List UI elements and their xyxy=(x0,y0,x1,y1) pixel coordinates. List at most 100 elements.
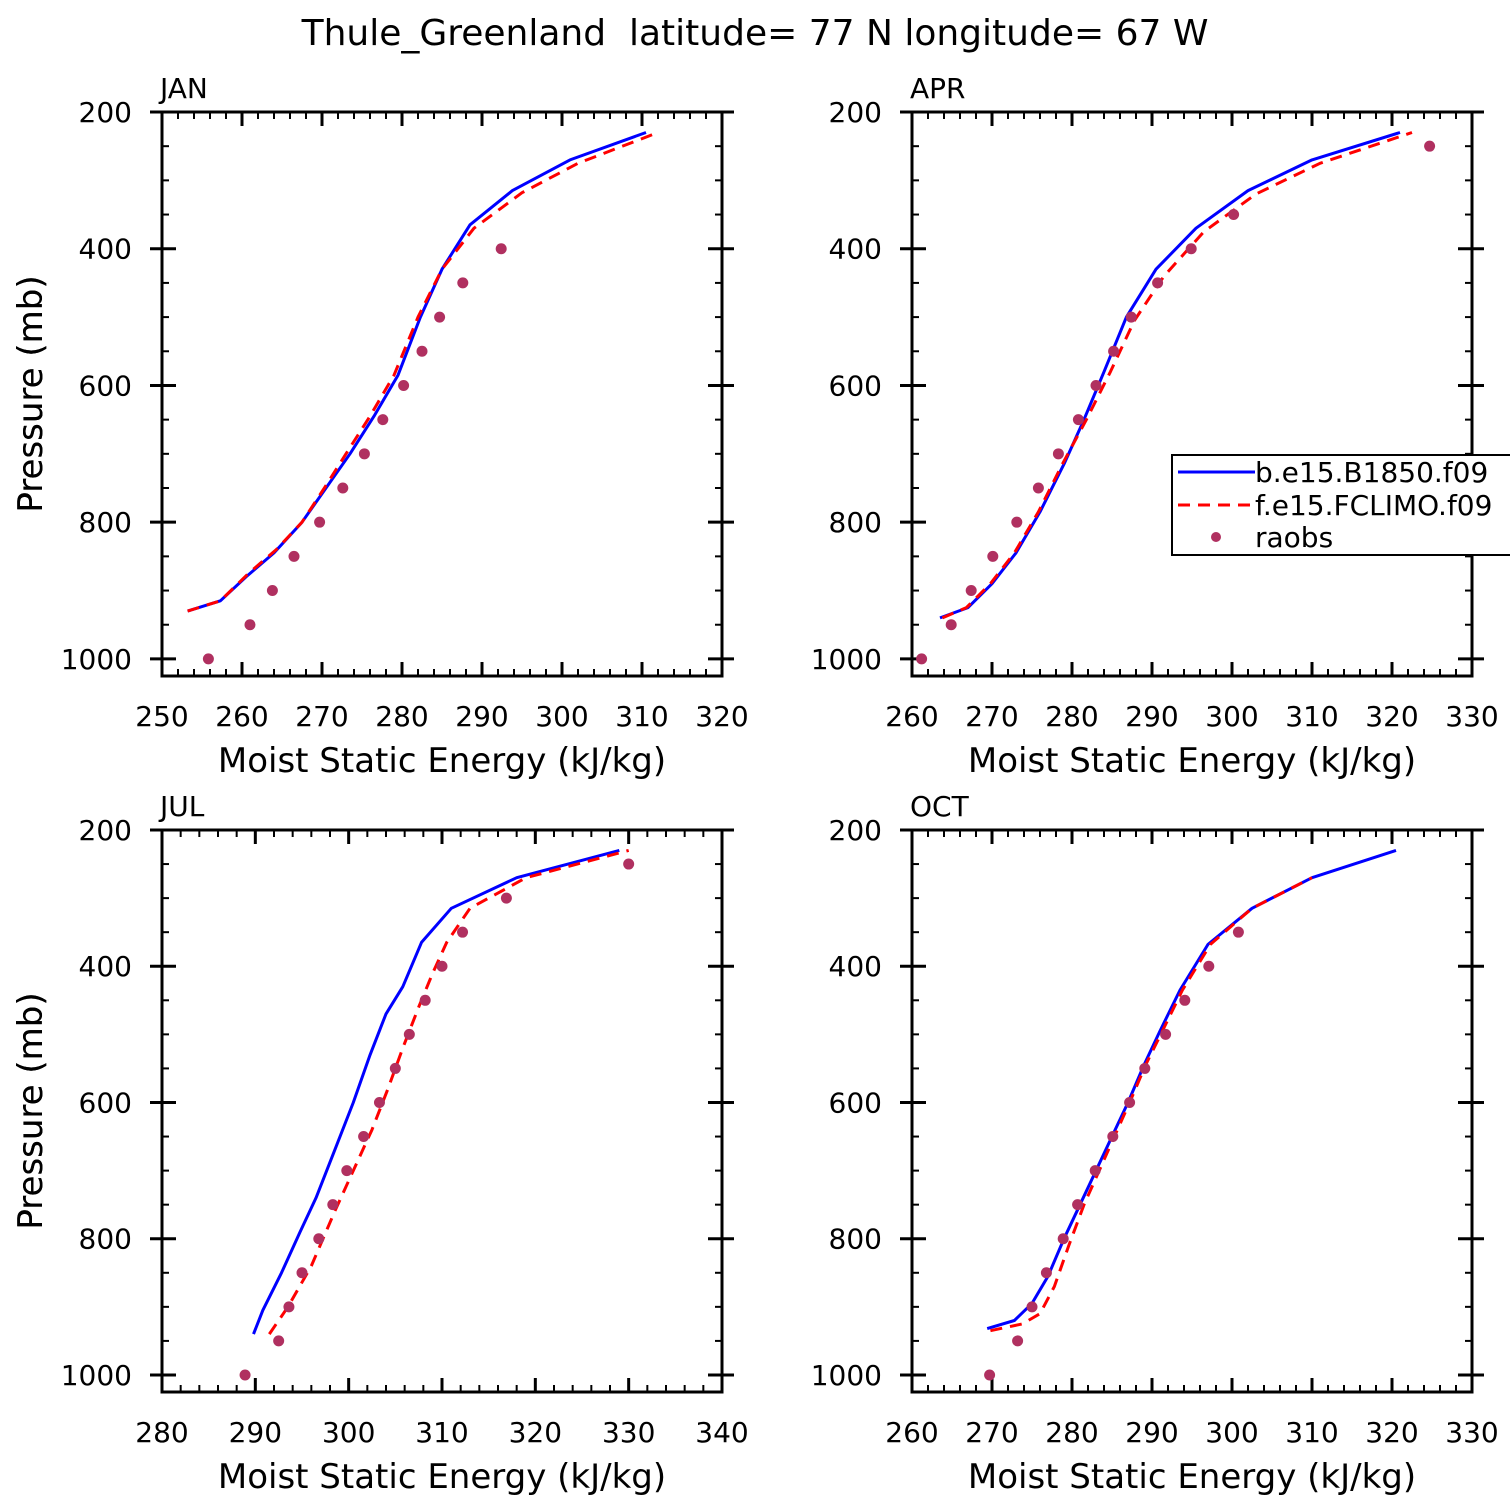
raobs-point xyxy=(1072,414,1084,426)
raobs-point xyxy=(1057,1233,1069,1245)
x-tick-label: 260 xyxy=(215,700,268,733)
raobs-point xyxy=(416,345,428,357)
raobs-point xyxy=(987,550,999,562)
x-tick-label: 310 xyxy=(415,1416,468,1449)
x-tick-label: 270 xyxy=(965,700,1018,733)
raobs-point xyxy=(1032,482,1044,494)
x-axis-label: Moist Static Energy (kJ/kg) xyxy=(968,1457,1416,1497)
series-group-apr xyxy=(916,131,1436,665)
x-tick-label: 270 xyxy=(965,1416,1018,1449)
y-tick-label: 200 xyxy=(79,814,132,847)
raobs-point xyxy=(403,1028,415,1040)
plot-frame xyxy=(910,828,1474,1394)
y-axis-label: Pressure (mb) xyxy=(11,275,51,512)
raobs-point xyxy=(1090,379,1102,391)
x-axis-label: Moist Static Energy (kJ/kg) xyxy=(968,741,1416,781)
x-tick-label: 310 xyxy=(1285,700,1338,733)
raobs-point xyxy=(373,1096,385,1108)
raobs-point xyxy=(288,550,300,562)
y-tick-label: 1000 xyxy=(811,643,882,676)
raobs-point xyxy=(1011,516,1023,528)
y-tick-label: 200 xyxy=(829,814,882,847)
y-tick-label: 600 xyxy=(79,369,132,402)
y-axis-label: Pressure (mb) xyxy=(11,992,51,1229)
y-tick-label: 200 xyxy=(79,96,132,129)
x-tick-label: 280 xyxy=(375,700,428,733)
x-tick-label: 320 xyxy=(509,1416,562,1449)
raobs-point xyxy=(273,1335,285,1347)
raobs-point xyxy=(358,1131,370,1143)
y-axis-label: Pressure (mb) xyxy=(11,992,51,1229)
legend-label-model1: b.e15.B1850.f09 xyxy=(1255,456,1488,489)
series-line-fclimo xyxy=(990,876,1313,1333)
raobs-point xyxy=(266,585,278,597)
plot-frame xyxy=(160,828,724,1394)
x-tick-label: 280 xyxy=(135,1416,188,1449)
raobs-point xyxy=(419,994,431,1006)
x-tick-label: 260 xyxy=(885,700,938,733)
raobs-point xyxy=(965,585,977,597)
legend-label-obs: raobs xyxy=(1255,521,1333,554)
x-tick-label: 310 xyxy=(615,700,668,733)
x-tick-label: 310 xyxy=(1285,1416,1338,1449)
x-tick-label: 300 xyxy=(322,1416,375,1449)
raobs-point xyxy=(1089,1165,1101,1177)
raobs-point xyxy=(457,926,469,938)
raobs-point xyxy=(984,1369,996,1381)
raobs-point xyxy=(1139,1062,1151,1074)
raobs-point xyxy=(495,243,507,255)
raobs-point xyxy=(1228,209,1240,221)
raobs-point xyxy=(1107,1131,1119,1143)
x-tick-label: 280 xyxy=(1045,700,1098,733)
y-tick-label: 1000 xyxy=(61,1359,132,1392)
x-tick-label: 300 xyxy=(1205,700,1258,733)
x-tick-label: 330 xyxy=(602,1416,655,1449)
raobs-point xyxy=(1040,1267,1052,1279)
y-tick-label: 1000 xyxy=(61,643,132,676)
series-line-fclimo xyxy=(268,848,630,1335)
panel-oct: 260 270 280 290 300 310 320 330 200 400 600 800 1000… xyxy=(11,790,1499,1497)
x-tick-label: 250 xyxy=(135,700,188,733)
series-line-fclimo xyxy=(941,131,1413,620)
x-tick-label: 290 xyxy=(229,1416,282,1449)
panel-jan: 250 260 270 280 290 300 310 320 200 400 600 800 1000… xyxy=(11,72,749,781)
raobs-point xyxy=(623,858,635,870)
y-tick-label: 600 xyxy=(829,369,882,402)
raobs-point xyxy=(244,619,256,631)
x-tick-label: 270 xyxy=(295,700,348,733)
x-tick-label: 330 xyxy=(1445,700,1498,733)
raobs-point xyxy=(358,448,370,460)
panels: 250 260 270 280 290 300 310 320 200 400 600 800 1000… xyxy=(11,72,1499,1497)
x-axis-label: Moist Static Energy (kJ/kg) xyxy=(218,741,666,781)
raobs-point xyxy=(283,1301,295,1313)
raobs-point xyxy=(1125,311,1137,323)
y-tick-label: 200 xyxy=(829,96,882,129)
legend-marker-obs xyxy=(1211,532,1221,542)
raobs-point xyxy=(398,379,410,391)
raobs-point xyxy=(337,482,349,494)
y-tick-label: 400 xyxy=(79,233,132,266)
series-group-jan xyxy=(187,131,659,665)
y-tick-label: 800 xyxy=(79,1223,132,1256)
x-tick-label: 290 xyxy=(1125,1416,1178,1449)
raobs-point xyxy=(1179,994,1191,1006)
raobs-point xyxy=(296,1267,308,1279)
raobs-point xyxy=(313,1233,325,1245)
x-axis-label: Moist Static Energy (kJ/kg) xyxy=(218,1457,666,1497)
series-line-b1850 xyxy=(986,848,1397,1331)
x-tick-label: 290 xyxy=(1125,700,1178,733)
x-tick-label: 260 xyxy=(885,1416,938,1449)
figure-title: Thule_Greenland latitude= 77 N longitude… xyxy=(301,13,1209,54)
raobs-point xyxy=(1160,1028,1172,1040)
raobs-point xyxy=(202,653,214,665)
raobs-point xyxy=(1203,960,1215,972)
raobs-point xyxy=(327,1199,339,1211)
x-tick-label: 280 xyxy=(1045,1416,1098,1449)
series-group-oct xyxy=(984,848,1397,1381)
x-tick-label: 300 xyxy=(1205,1416,1258,1449)
panel-title: JAN xyxy=(158,72,208,105)
legend-label-model2: f.e15.FCLIMO.f09 xyxy=(1255,489,1492,522)
raobs-point xyxy=(945,619,957,631)
x-tick-label: 320 xyxy=(695,700,748,733)
